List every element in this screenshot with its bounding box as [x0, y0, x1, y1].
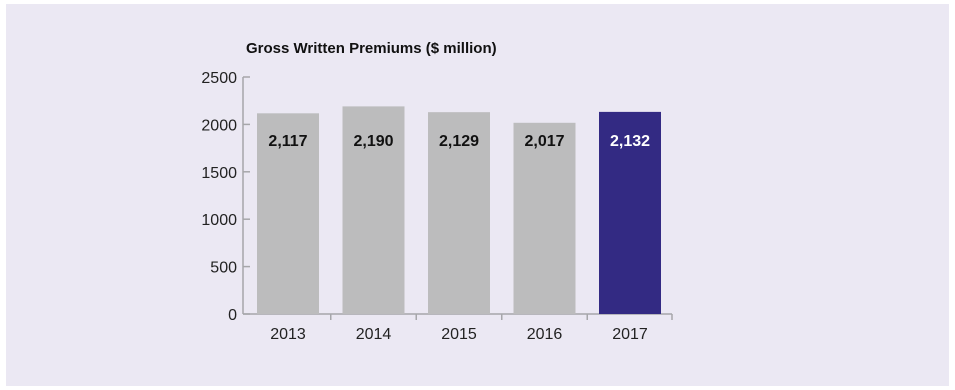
x-tick-label-2017: 2017 — [612, 326, 648, 343]
bar-2014 — [342, 106, 405, 314]
data-label-2016: 2,017 — [524, 133, 564, 150]
y-tick-label: 500 — [210, 260, 237, 277]
bar-2015 — [428, 112, 490, 314]
data-label-2015: 2,129 — [439, 133, 479, 150]
x-tick-label-2014: 2014 — [356, 326, 392, 343]
y-tick-label: 1500 — [201, 165, 237, 182]
y-tick-label: 0 — [228, 307, 237, 324]
x-tick-label-2013: 2013 — [270, 326, 306, 343]
data-label-2013: 2,117 — [268, 133, 307, 150]
chart-title: Gross Written Premiums ($ million) — [246, 40, 497, 57]
bar-2017 — [599, 111, 661, 314]
bar-2013 — [257, 113, 319, 314]
data-label-2017: 2,132 — [610, 133, 650, 150]
y-tick-label: 2500 — [201, 70, 237, 87]
x-tick-label-2016: 2016 — [527, 326, 563, 343]
y-tick-label: 2000 — [201, 117, 237, 134]
x-tick-label-2015: 2015 — [441, 326, 477, 343]
bar-2016 — [513, 122, 576, 315]
data-label-2014: 2,190 — [353, 133, 393, 150]
y-tick-label: 1000 — [201, 212, 237, 229]
